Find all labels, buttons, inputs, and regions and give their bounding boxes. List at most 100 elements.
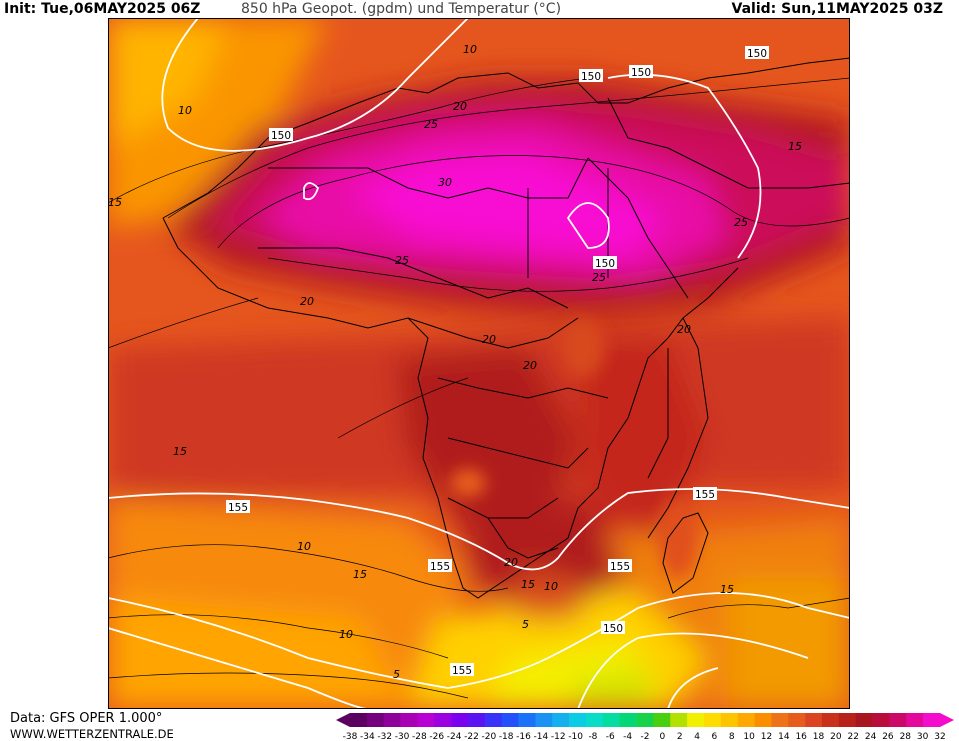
legend-tick-label: 24 [865, 732, 877, 741]
legend-swatch [704, 713, 722, 727]
init-time: Init: Tue,06MAY2025 06Z [4, 1, 201, 17]
legend-tick-label: -6 [606, 732, 615, 741]
legend-swatch [468, 713, 486, 727]
legend-swatch [687, 713, 705, 727]
legend-tick-label: -38 [343, 732, 358, 741]
legend-swatch [771, 713, 789, 727]
temperature-field [108, 18, 850, 709]
legend-tick-label: -14 [534, 732, 549, 741]
svg-text:150: 150 [595, 258, 615, 270]
legend-swatch [383, 713, 401, 727]
svg-text:150: 150 [581, 71, 601, 83]
legend-tick-label: 8 [729, 732, 735, 741]
legend-tick-label: 18 [813, 732, 825, 741]
legend-swatch [501, 713, 519, 727]
website: WWW.WETTERZENTRALE.DE [10, 727, 174, 741]
legend-tick-label: -12 [551, 732, 566, 741]
isotherm-label: 25 [734, 216, 748, 229]
isotherm-label: 10 [339, 628, 353, 641]
legend-tick-label: 20 [830, 732, 842, 741]
legend-tick-label: -8 [588, 732, 597, 741]
legend-swatch [518, 713, 536, 727]
legend-swatch [737, 713, 755, 727]
legend-arrow-low [336, 713, 350, 727]
geopotential-contours [108, 18, 850, 709]
isotherm-label: 15 [788, 140, 802, 153]
legend-tick-label: -4 [623, 732, 632, 741]
legend-tick-label: 6 [712, 732, 718, 741]
map-title: 850 hPa Geopot. (gpdm) und Temperatur (°… [241, 1, 562, 17]
svg-text:150: 150 [271, 130, 291, 142]
isotherm-label: 5 [522, 618, 529, 631]
legend-swatch [451, 713, 469, 727]
svg-text:150: 150 [747, 48, 767, 60]
geopotential-label: 155 [450, 663, 474, 677]
legend-swatch [552, 713, 570, 727]
isotherm-label: 10 [178, 104, 192, 117]
isotherm-label: 15 [720, 583, 734, 596]
geopotential-labels: 150 150 150 150 150 155 155 155 155 150 … [226, 46, 769, 677]
legend-tick-label: -22 [464, 732, 479, 741]
legend-swatch [350, 713, 368, 727]
legend-swatch [417, 713, 435, 727]
legend-tick-label: 28 [900, 732, 912, 741]
legend-swatch [923, 713, 941, 727]
isotherm-label: 15 [353, 568, 367, 581]
legend-swatch [838, 713, 857, 727]
legend-swatch [636, 713, 654, 727]
legend-tick-label: 4 [694, 732, 700, 741]
legend-swatch [906, 713, 924, 727]
geopotential-label: 155 [608, 559, 632, 573]
isotherm-label: 10 [463, 43, 477, 56]
isotherm-label: 20 [300, 295, 314, 308]
isotherm-label: 15 [521, 578, 535, 591]
legend-arrow-high [940, 713, 954, 727]
svg-text:150: 150 [603, 623, 623, 635]
legend-swatch [569, 713, 587, 727]
isotherm-label: 20 [523, 359, 537, 372]
legend-tick-label: -20 [481, 732, 496, 741]
geopotential-label: 150 [593, 256, 617, 270]
legend-swatch [754, 713, 772, 727]
geopotential-label: 155 [226, 500, 250, 514]
geopotential-label: 150 [629, 65, 653, 79]
legend-swatch [889, 713, 907, 727]
legend-tick-label: -2 [641, 732, 650, 741]
legend-swatch [653, 713, 671, 727]
legend-tick-label: 26 [882, 732, 894, 741]
legend-tick-label: 16 [795, 732, 807, 741]
legend-tick-label: -28 [412, 732, 427, 741]
isotherm-label: 15 [108, 196, 122, 209]
legend-swatch [602, 713, 621, 727]
isotherm-label: 25 [592, 271, 606, 284]
legend-swatch [805, 713, 823, 727]
legend-tick-label: -10 [568, 732, 583, 741]
legend-tick-label: 2 [677, 732, 683, 741]
legend-tick-label: -26 [429, 732, 444, 741]
legend-swatch [670, 713, 688, 727]
legend-tick-label: -24 [447, 732, 462, 741]
data-source: Data: GFS OPER 1.000° [10, 711, 163, 726]
legend-swatch [872, 713, 890, 727]
legend-swatch [400, 713, 418, 727]
legend-tick-label: -32 [377, 732, 392, 741]
legend-tick-label: -30 [395, 732, 410, 741]
map-labels: 10 15 10 20 25 30 25 20 20 20 25 25 20 1… [108, 43, 802, 681]
color-legend: -38 -34 -32 -30 -28 -26 -24 -22 -20 -18 -16 -14 -12-… [336, 713, 954, 741]
geopotential-label: 150 [745, 46, 769, 60]
legend-tick-label: 10 [743, 732, 755, 741]
legend-tick-label: 22 [848, 732, 859, 741]
legend-swatch [855, 713, 873, 727]
legend-tick-label: 12 [761, 732, 772, 741]
legend-swatch [822, 713, 840, 727]
svg-text:155: 155 [452, 665, 472, 677]
isotherm-label: 25 [424, 118, 438, 131]
legend-swatch [619, 713, 637, 727]
isotherm-label: 5 [393, 668, 400, 681]
legend-tick-label: 32 [934, 732, 945, 741]
isotherm-label: 20 [453, 100, 467, 113]
svg-text:155: 155 [228, 502, 248, 514]
legend-tick-label: -34 [360, 732, 375, 741]
legend-swatch [434, 713, 452, 727]
coastlines [162, 57, 850, 599]
